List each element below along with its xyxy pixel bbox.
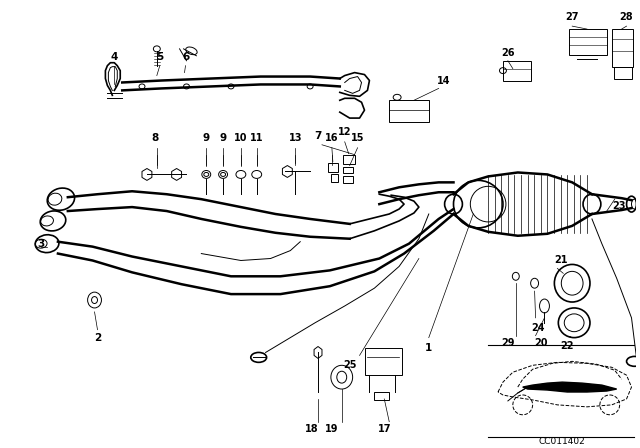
Text: 24: 24 — [531, 323, 544, 333]
Text: 28: 28 — [620, 12, 634, 22]
Text: 19: 19 — [325, 424, 339, 434]
Text: 15: 15 — [351, 133, 364, 143]
Text: 9: 9 — [220, 133, 227, 143]
Text: 18: 18 — [305, 424, 319, 434]
Text: 26: 26 — [501, 48, 515, 58]
Bar — [343, 177, 353, 183]
Text: 20: 20 — [534, 337, 547, 348]
Text: 13: 13 — [289, 133, 302, 143]
Text: 17: 17 — [378, 424, 391, 434]
Text: 14: 14 — [437, 76, 451, 86]
Text: 12: 12 — [338, 127, 351, 137]
Bar — [343, 167, 353, 173]
Text: 1: 1 — [425, 343, 433, 353]
Text: 6: 6 — [182, 52, 189, 62]
Text: 16: 16 — [325, 133, 339, 143]
Text: 29: 29 — [501, 337, 515, 348]
Text: 11: 11 — [250, 133, 264, 143]
Bar — [331, 174, 338, 182]
Text: 8: 8 — [151, 133, 159, 143]
Bar — [374, 392, 389, 400]
Text: 23: 23 — [612, 201, 625, 211]
Text: 3: 3 — [38, 239, 45, 249]
Text: CC011402: CC011402 — [539, 437, 586, 446]
Text: 21: 21 — [554, 255, 568, 266]
Text: 4: 4 — [111, 52, 118, 62]
Bar — [328, 163, 338, 172]
Bar — [612, 29, 634, 67]
Text: 10: 10 — [234, 133, 248, 143]
Text: 25: 25 — [343, 360, 356, 370]
Polygon shape — [523, 382, 617, 392]
Text: 2: 2 — [94, 332, 101, 343]
Bar — [389, 100, 429, 122]
Bar — [569, 29, 607, 55]
Bar — [614, 67, 632, 78]
Bar — [343, 155, 355, 164]
Text: 27: 27 — [565, 12, 579, 22]
Bar — [503, 61, 531, 81]
Text: 22: 22 — [561, 340, 574, 350]
Text: 7: 7 — [314, 131, 322, 141]
Text: 5: 5 — [156, 52, 163, 62]
Text: 9: 9 — [203, 133, 210, 143]
Bar — [365, 348, 402, 375]
